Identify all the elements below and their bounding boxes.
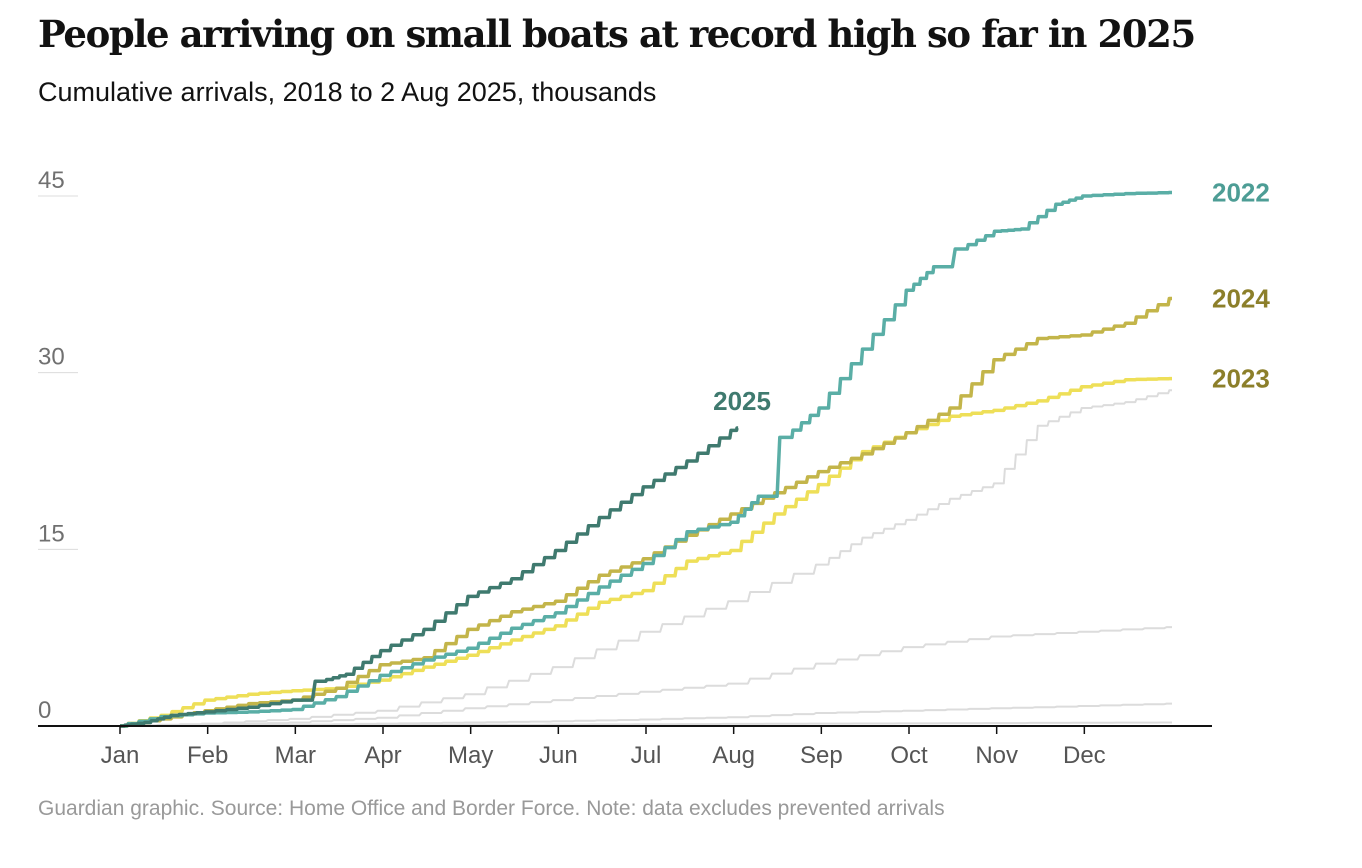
series-label-2023: 2023 bbox=[1212, 364, 1270, 394]
x-tick-label-feb: Feb bbox=[187, 742, 228, 769]
series-line-2024 bbox=[120, 296, 1172, 728]
y-tick-label: 15 bbox=[38, 520, 65, 547]
x-tick-label-jun: Jun bbox=[539, 742, 578, 769]
x-tick-label-jul: Jul bbox=[631, 742, 662, 769]
highlighted-year-lines bbox=[120, 190, 1172, 728]
series-label-2024: 2024 bbox=[1212, 283, 1270, 313]
y-tick-label: 45 bbox=[38, 167, 65, 194]
chart-title: People arriving on small boats at record… bbox=[38, 12, 1196, 56]
x-tick-label-sep: Sep bbox=[800, 742, 843, 769]
series-line-2022 bbox=[120, 190, 1172, 728]
x-axis: Jan Feb Mar Apr May Jun Jul Aug Sep Oct Nov Dec bbox=[38, 725, 1212, 769]
series-line-2023 bbox=[120, 376, 1172, 728]
x-tick-label-oct: Oct bbox=[890, 742, 928, 769]
chart-subtitle: Cumulative arrivals, 2018 to 2 Aug 2025,… bbox=[38, 77, 657, 107]
x-tick-label-may: May bbox=[448, 742, 493, 769]
y-tick-label: 30 bbox=[38, 344, 65, 371]
series-line-background bbox=[120, 626, 1172, 727]
x-tick-label-nov: Nov bbox=[975, 742, 1018, 769]
x-tick-label-aug: Aug bbox=[712, 742, 755, 769]
x-tick-label-dec: Dec bbox=[1063, 742, 1106, 769]
series-line-2025 bbox=[120, 426, 739, 728]
y-tick-label: 0 bbox=[38, 697, 51, 724]
series-line-background bbox=[120, 389, 1172, 727]
series-label-2025: 2025 bbox=[713, 386, 771, 416]
x-tick-label-mar: Mar bbox=[275, 742, 316, 769]
source-note: Guardian graphic. Source: Home Office an… bbox=[38, 797, 945, 820]
series-label-2022: 2022 bbox=[1212, 177, 1270, 207]
gridlines: 0 15 30 45 bbox=[38, 167, 78, 724]
x-tick-label-apr: Apr bbox=[364, 742, 401, 769]
series-labels: 2022 2024 2023 2025 bbox=[713, 177, 1270, 416]
x-tick-label-jan: Jan bbox=[101, 742, 140, 769]
